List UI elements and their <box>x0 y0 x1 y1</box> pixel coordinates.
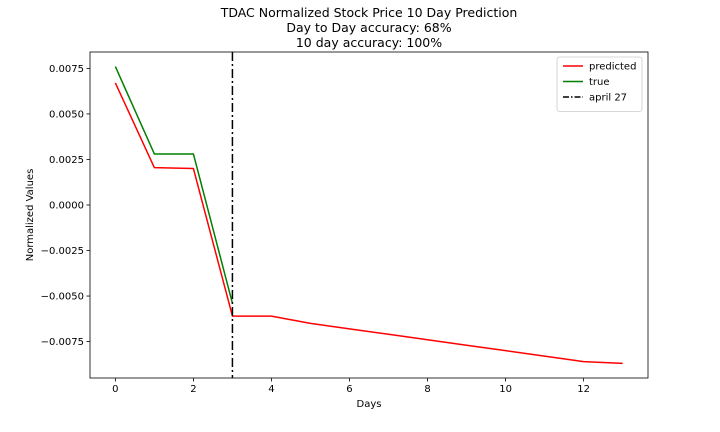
x-tick-label: 8 <box>424 384 430 395</box>
y-tick-label: 0.0050 <box>49 109 84 120</box>
legend-label: april 27 <box>589 93 627 104</box>
chart-title-line-1: TDAC Normalized Stock Price 10 Day Predi… <box>220 5 518 20</box>
y-axis: 0.0075 0.0050 0.0025 0.0000 −0.0025 −0.0050 −0… <box>41 64 90 348</box>
chart-title-line-3: 10 day accuracy: 100% <box>295 35 443 50</box>
y-tick-label: 0.0000 <box>49 200 84 211</box>
legend-label: predicted <box>589 62 636 73</box>
y-tick-label: −0.0050 <box>41 292 84 303</box>
series-layer <box>114 52 623 378</box>
x-tick-label: 10 <box>499 384 512 395</box>
x-tick-label: 0 <box>112 384 118 395</box>
x-tick-label: 12 <box>577 384 590 395</box>
y-tick-label: −0.0025 <box>41 246 84 257</box>
chart-title-line-2: Day to Day accuracy: 68% <box>286 20 452 35</box>
legend-label: true <box>589 77 610 88</box>
legend: predicted true april 27 <box>556 56 643 112</box>
legend-box <box>556 56 643 112</box>
x-tick-label: 6 <box>346 384 352 395</box>
series-line-predicted <box>114 82 623 365</box>
x-axis: 0 2 4 6 8 10 12 <box>112 378 590 395</box>
series-line-true <box>114 66 234 304</box>
y-tick-label: −0.0075 <box>41 337 84 348</box>
y-axis-label: Normalized Values <box>25 169 36 262</box>
y-tick-label: 0.0075 <box>49 64 84 75</box>
x-tick-label: 2 <box>190 384 196 395</box>
y-tick-label: 0.0025 <box>49 155 84 166</box>
plot-area-frame <box>89 51 649 379</box>
x-tick-label: 4 <box>268 384 274 395</box>
x-axis-label: Days <box>357 399 382 410</box>
